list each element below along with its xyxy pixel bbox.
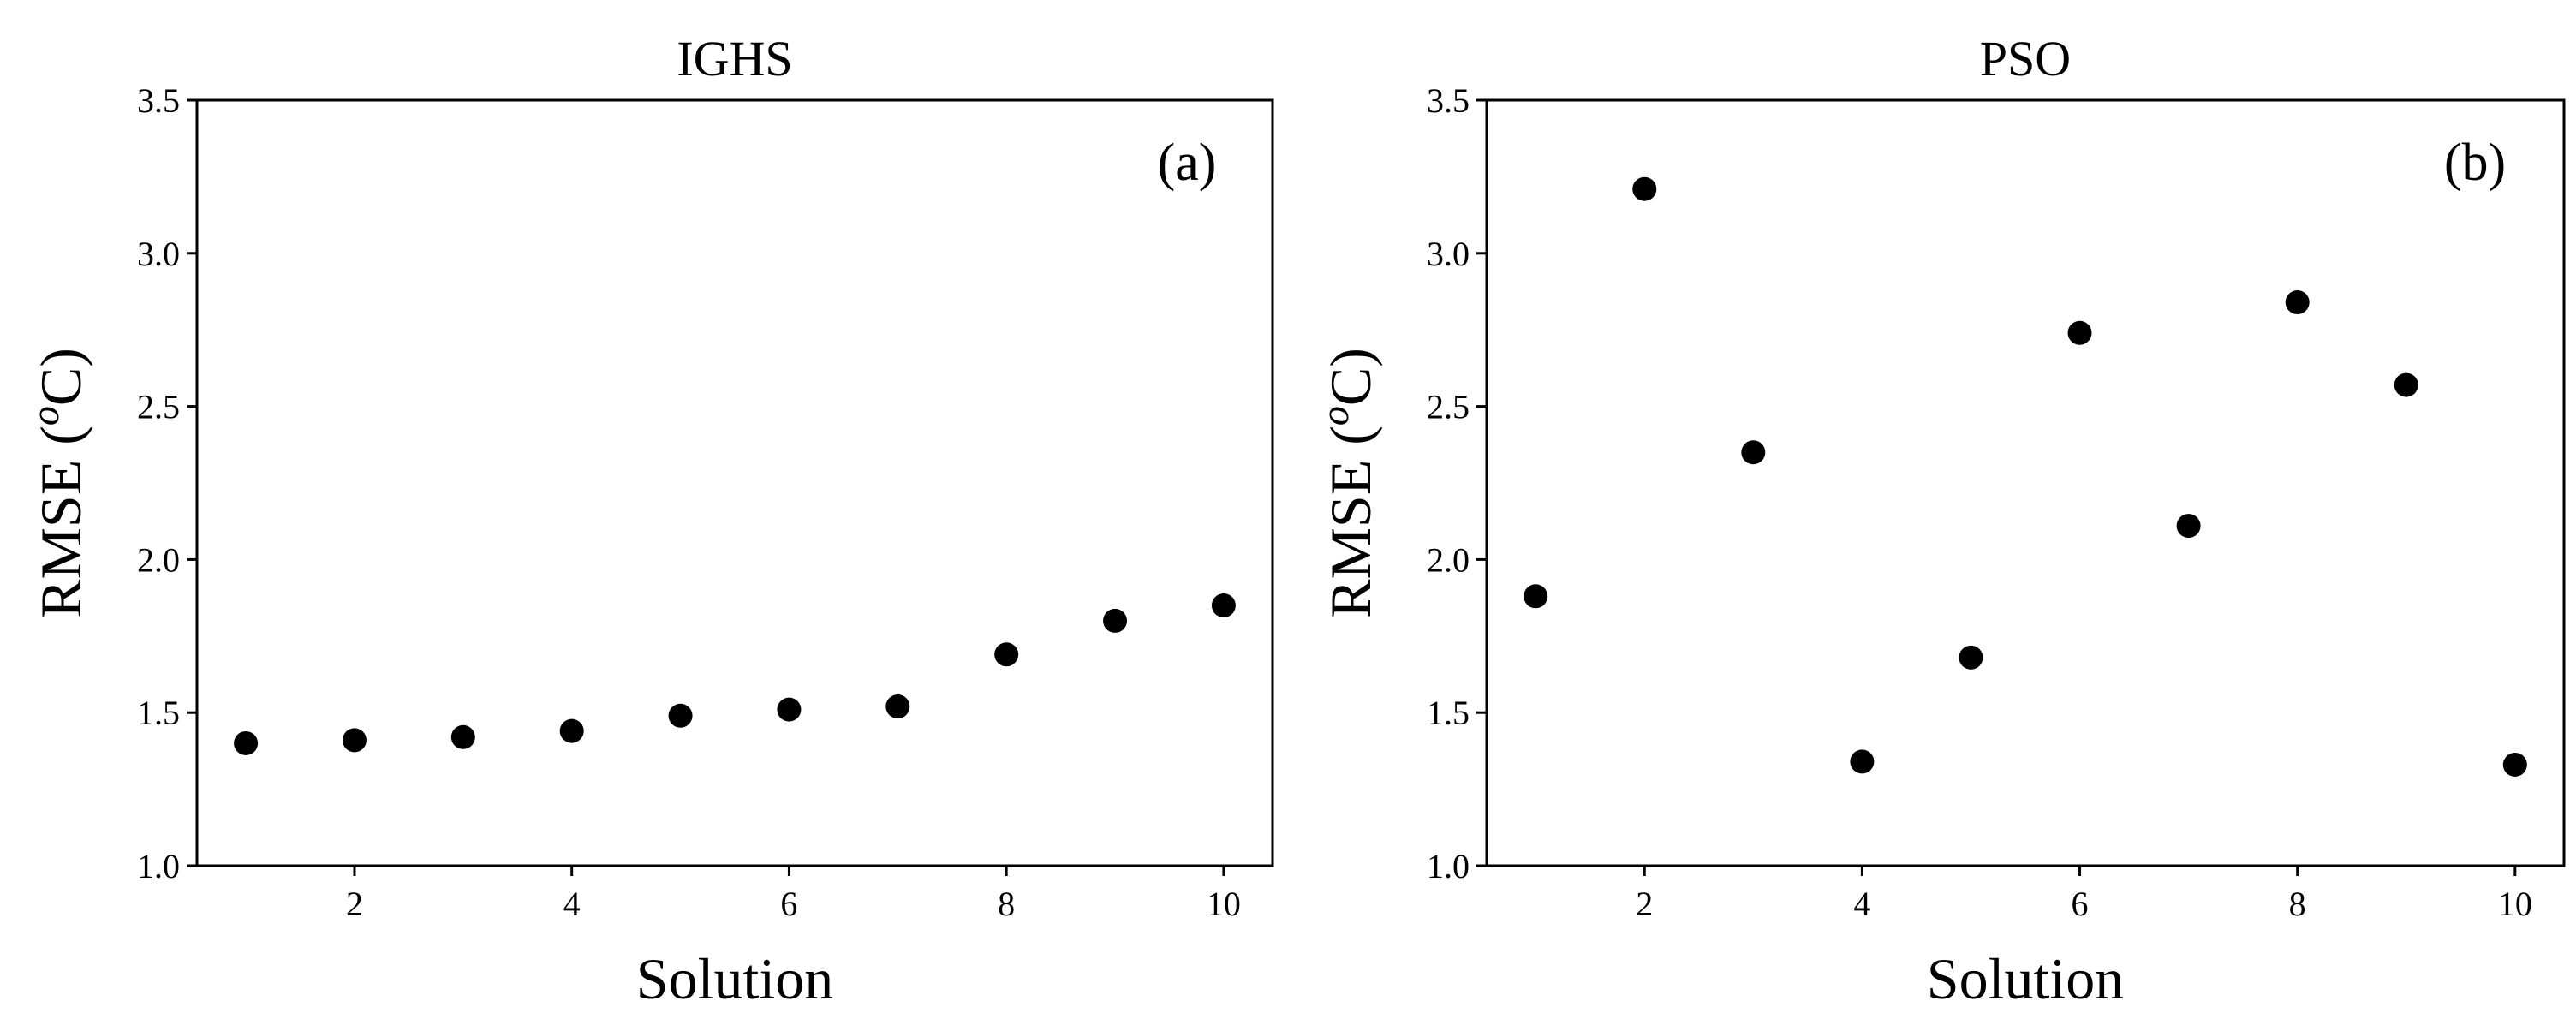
y-ticks: 1.0 1.5 2.0 2.5 3.0 3.5: [137, 81, 197, 885]
data-point: [668, 703, 693, 728]
data-point: [1632, 176, 1657, 201]
data-point: [994, 642, 1019, 667]
data-point: [1741, 440, 1766, 465]
x-axis-title: Solution: [636, 946, 834, 1011]
x-tick-label: 6: [2072, 885, 2089, 923]
x-tick-label: 4: [1853, 885, 1870, 923]
data-points: [1524, 176, 2527, 777]
y-axis-title: RMSE (oC): [23, 348, 93, 618]
y-axis-title-superscript: o: [1313, 406, 1357, 426]
data-point: [2502, 752, 2527, 777]
chart-panel-b: PSO (b) RMSE (oC) Solution 2 4 6 8 10 1.0 1.5…: [1313, 31, 2566, 1011]
y-tick-label: 2.0: [137, 540, 180, 579]
x-ticks: 2 4 6 8 10: [346, 866, 1241, 923]
y-tick-label: 2.0: [1427, 540, 1470, 579]
y-tick-label: 3.5: [137, 81, 180, 120]
x-axis-title: Solution: [1927, 946, 2125, 1011]
panel-annotation: (b): [2444, 134, 2506, 192]
data-point: [234, 730, 259, 755]
y-tick-label: 1.0: [1427, 847, 1470, 885]
y-axis-title-unit: C): [1318, 348, 1383, 406]
y-axis-title-text: RMSE (: [1318, 426, 1383, 618]
data-point: [342, 728, 367, 753]
y-axis-title-superscript: o: [23, 406, 67, 426]
chart-panel-a: IGHS (a) RMSE (oC) Solution 2 4 6 8 10 1.01.…: [23, 31, 1274, 1011]
x-tick-label: 10: [2498, 885, 2532, 923]
y-tick-label: 3.5: [1427, 81, 1470, 120]
x-ticks: 2 4 6 8 10: [1636, 866, 2532, 923]
plot-frame: [1485, 98, 2566, 867]
data-point: [450, 724, 475, 749]
y-axis-title: RMSE (oC): [1313, 348, 1383, 618]
data-point: [777, 697, 802, 722]
y-axis-title-unit: C): [28, 348, 93, 406]
data-points: [234, 593, 1236, 755]
x-tick-label: 8: [2289, 885, 2306, 923]
panel-annotation: (a): [1158, 134, 1217, 192]
y-tick-label: 1.0: [137, 847, 180, 885]
y-tick-label: 3.0: [1427, 235, 1470, 273]
data-point: [2176, 514, 2201, 539]
data-point: [886, 694, 910, 719]
data-point: [1959, 645, 1983, 670]
y-tick-label: 1.5: [1427, 694, 1470, 732]
x-tick-label: 10: [1207, 885, 1241, 923]
y-ticks: 1.0 1.5 2.0 2.5 3.0 3.5: [1427, 81, 1487, 885]
x-tick-label: 6: [780, 885, 797, 923]
chart-title: IGHS: [677, 31, 792, 86]
data-point: [1524, 584, 1548, 609]
data-point: [1211, 593, 1236, 618]
y-tick-label: 2.5: [137, 388, 180, 426]
chart-title: PSO: [1980, 31, 2071, 86]
data-point: [1103, 608, 1128, 633]
x-tick-label: 2: [1636, 885, 1653, 923]
y-tick-label: 3.0: [137, 235, 180, 273]
x-tick-label: 2: [346, 885, 363, 923]
x-tick-label: 8: [998, 885, 1015, 923]
data-point: [559, 718, 584, 743]
data-point: [1850, 749, 1875, 774]
plot-frame: [195, 98, 1274, 867]
data-point: [2394, 372, 2418, 397]
data-point: [2285, 290, 2310, 315]
y-axis-title-text: RMSE (: [28, 426, 93, 618]
y-tick-label: 1.5: [137, 694, 180, 732]
data-point: [2067, 320, 2092, 345]
y-tick-label: 2.5: [1427, 388, 1470, 426]
x-tick-label: 4: [564, 885, 581, 923]
